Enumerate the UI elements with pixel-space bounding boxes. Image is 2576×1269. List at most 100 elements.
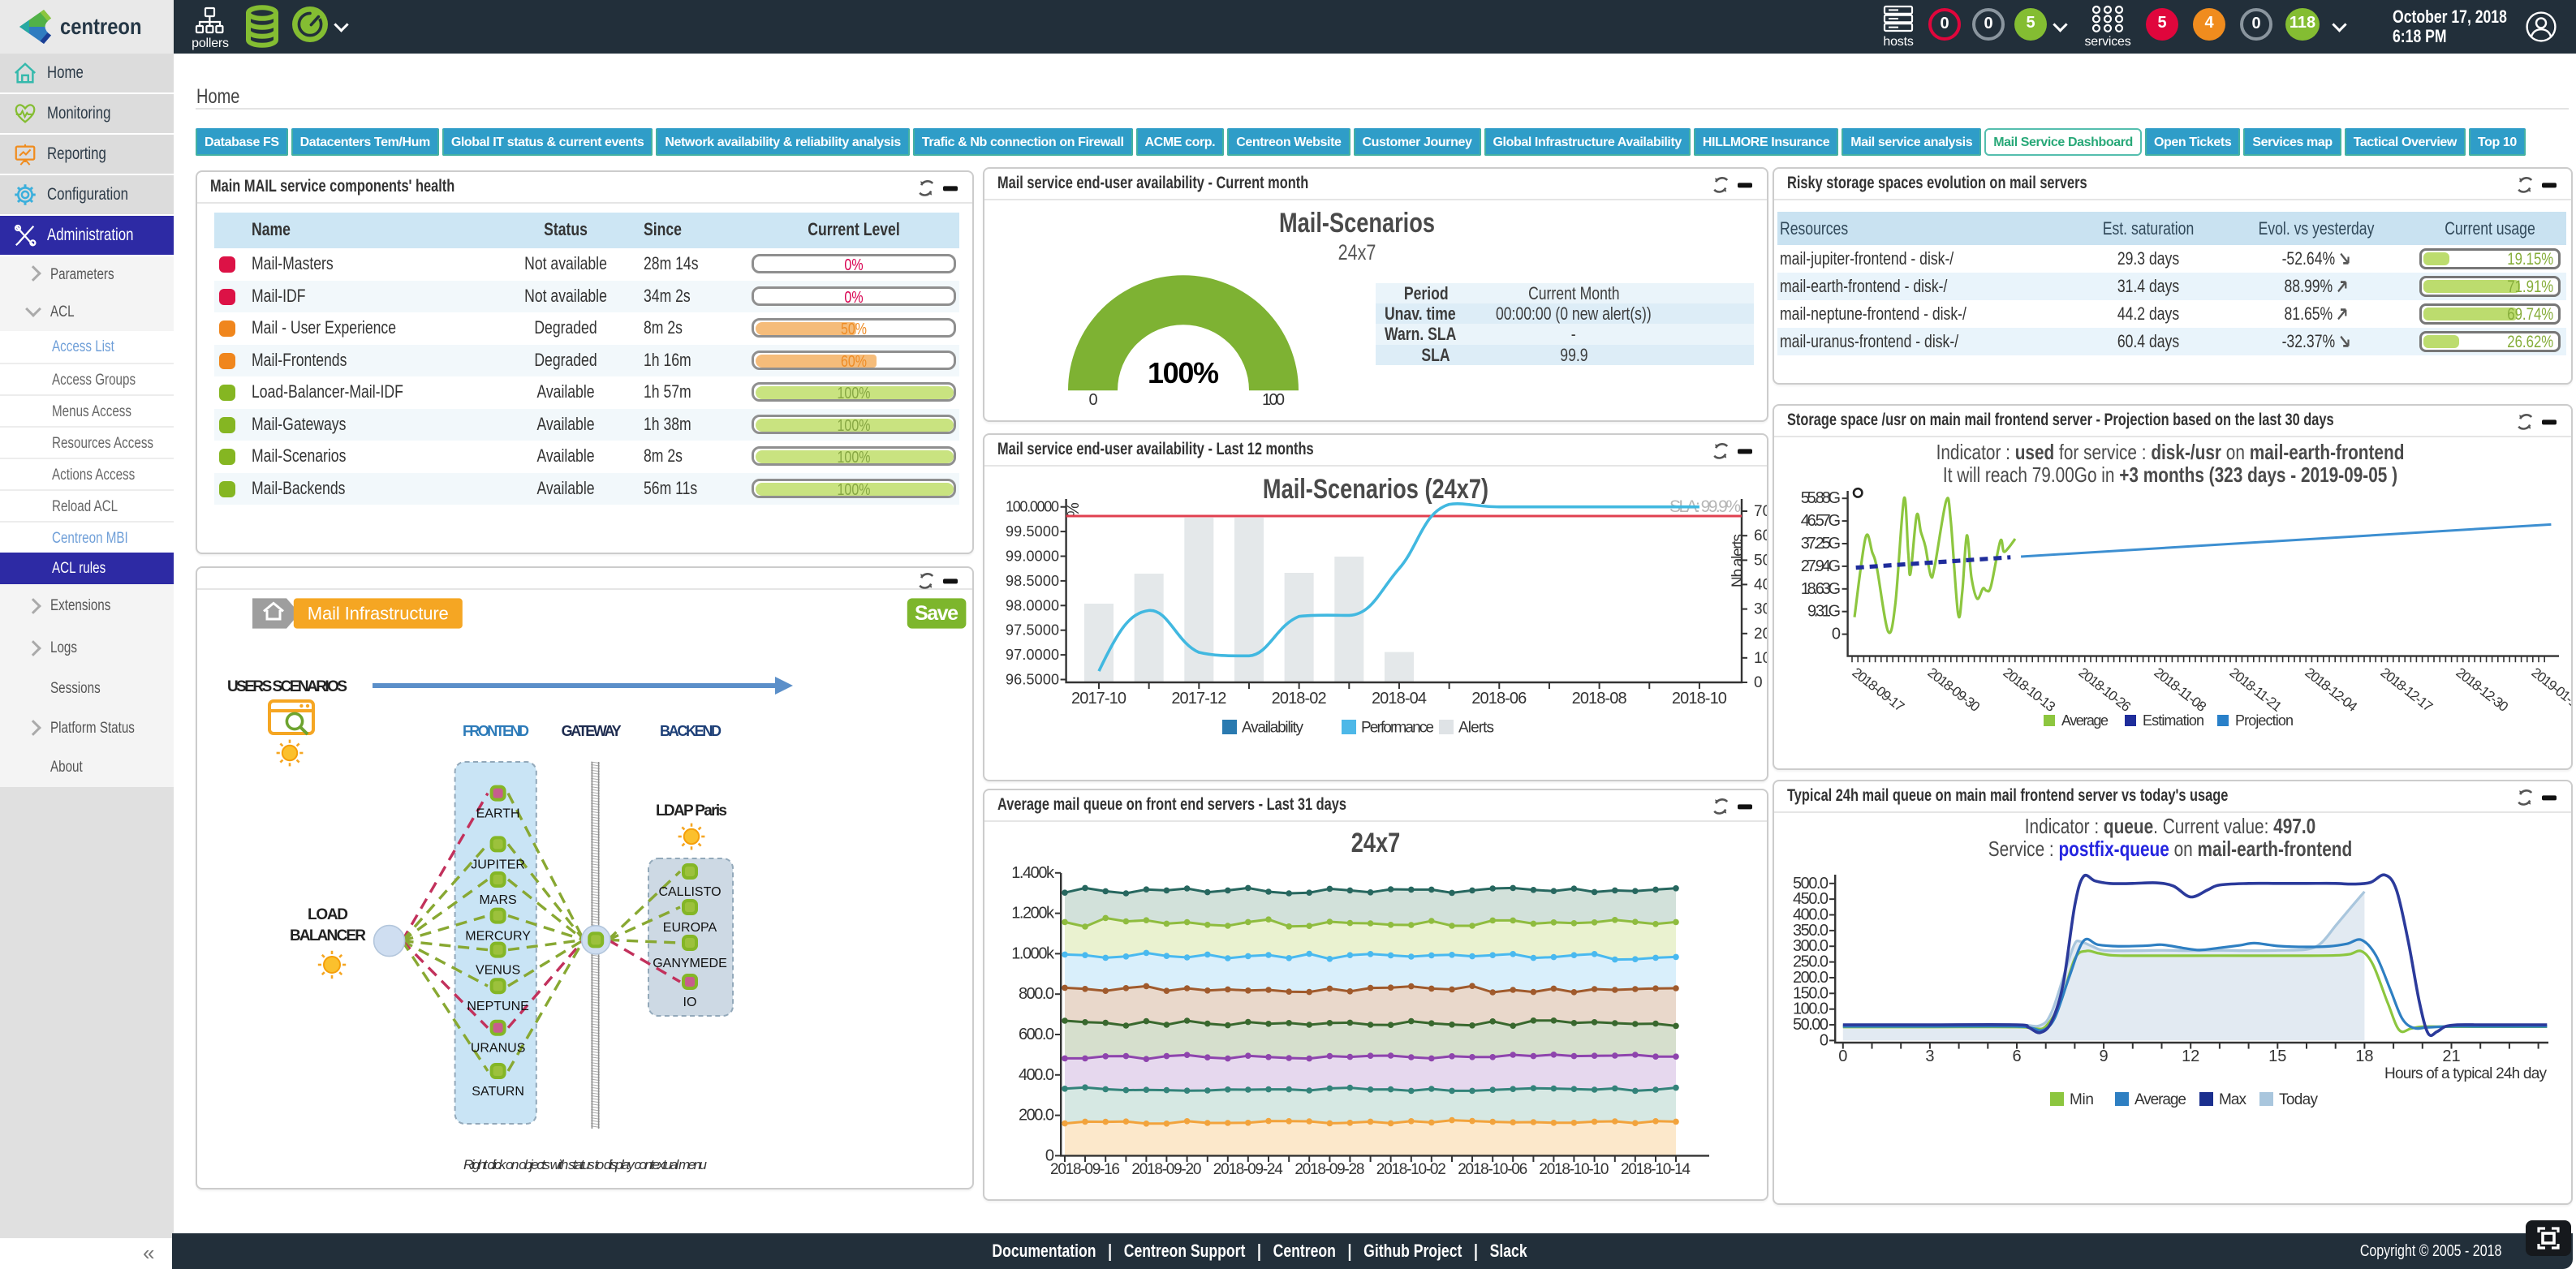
svg-text:200.0: 200.0: [1793, 969, 1829, 987]
svg-text:Availability: Availability: [1242, 720, 1304, 737]
svg-text:BALANCER: BALANCER: [290, 927, 366, 944]
svg-text:1.400k: 1.400k: [1011, 864, 1055, 882]
svg-text:500.0: 500.0: [1793, 875, 1829, 893]
svg-text:Save: Save: [915, 602, 958, 625]
svg-text:2018-10-14: 2018-10-14: [1621, 1161, 1691, 1178]
svg-text:50.00: 50.00: [1793, 1016, 1829, 1034]
svg-text:30: 30: [1754, 601, 1767, 618]
svg-text:GATEWAY: GATEWAY: [562, 723, 622, 739]
svg-text:2018-09-30: 2018-09-30: [1925, 665, 1984, 715]
svg-text:MARS: MARS: [479, 893, 516, 907]
svg-text:GANYMEDE: GANYMEDE: [653, 957, 727, 970]
svg-text:2018-10-06: 2018-10-06: [1458, 1161, 1527, 1178]
svg-text:250.0: 250.0: [1793, 953, 1829, 971]
svg-text:0: 0: [1838, 1047, 1847, 1065]
svg-text:18.63G: 18.63G: [1801, 580, 1841, 598]
svg-text:2018-09-20: 2018-09-20: [1131, 1161, 1201, 1178]
svg-text:1.000k: 1.000k: [1011, 944, 1055, 962]
svg-text:2018-10-02: 2018-10-02: [1376, 1161, 1446, 1178]
svg-text:70: 70: [1754, 503, 1767, 520]
svg-text:BACKEND: BACKEND: [660, 723, 722, 739]
svg-text:0: 0: [1832, 626, 1841, 643]
svg-text:VENUS: VENUS: [476, 964, 520, 978]
svg-text:2019-01-12: 2019-01-12: [2529, 665, 2573, 715]
svg-text:800.0: 800.0: [1019, 985, 1054, 1003]
svg-text:3: 3: [1925, 1047, 1934, 1065]
svg-text:0: 0: [1088, 391, 1097, 409]
svg-text:2018-08: 2018-08: [1572, 690, 1627, 708]
svg-text:Min: Min: [2070, 1091, 2094, 1108]
svg-text:600.0: 600.0: [1019, 1026, 1054, 1043]
svg-text:2018-11-21: 2018-11-21: [2227, 665, 2285, 715]
svg-text:10: 10: [1754, 650, 1767, 667]
svg-text:99.5000: 99.5000: [1006, 523, 1059, 540]
svg-text:2018-12-30: 2018-12-30: [2453, 665, 2512, 715]
svg-text:Hours of a typical 24h day: Hours of a typical 24h day: [2384, 1065, 2548, 1082]
svg-text:50: 50: [1754, 552, 1767, 569]
svg-text:2018-09-24: 2018-09-24: [1213, 1161, 1283, 1178]
svg-text:97.5000: 97.5000: [1006, 622, 1059, 639]
svg-text:2018-06: 2018-06: [1471, 690, 1527, 708]
svg-text:2018-10-10: 2018-10-10: [1539, 1161, 1609, 1178]
svg-text:Projection: Projection: [2235, 712, 2294, 729]
svg-text:SLA: 99.9%: SLA: 99.9%: [1669, 497, 1741, 516]
svg-text:1.200k: 1.200k: [1011, 905, 1055, 923]
svg-text:EUROPA: EUROPA: [663, 921, 717, 935]
svg-text:98.0000: 98.0000: [1006, 597, 1059, 613]
svg-text:Estimation: Estimation: [2143, 712, 2204, 729]
svg-text:27.94G: 27.94G: [1801, 557, 1841, 575]
svg-text:2018-10: 2018-10: [1672, 690, 1727, 708]
svg-text:Mail Infrastructure: Mail Infrastructure: [308, 603, 449, 623]
svg-text:98.5000: 98.5000: [1006, 573, 1059, 589]
svg-text:0: 0: [1754, 674, 1763, 691]
svg-text:EARTH: EARTH: [476, 807, 520, 821]
svg-text:100%: 100%: [1148, 356, 1219, 389]
svg-text:0: 0: [1820, 1031, 1829, 1049]
svg-text:MERCURY: MERCURY: [465, 930, 531, 944]
svg-text:96.5000: 96.5000: [1006, 672, 1059, 688]
svg-text:NEPTUNE: NEPTUNE: [467, 1000, 528, 1013]
svg-text:450.0: 450.0: [1793, 890, 1829, 908]
svg-text:18: 18: [2355, 1047, 2373, 1065]
svg-text:300.0: 300.0: [1793, 937, 1829, 955]
svg-text:400.0: 400.0: [1793, 906, 1829, 924]
svg-text:6: 6: [2012, 1047, 2021, 1065]
svg-text:2018-12-04: 2018-12-04: [2302, 665, 2361, 715]
svg-text:400.0: 400.0: [1019, 1066, 1054, 1084]
svg-text:20: 20: [1754, 626, 1767, 643]
svg-text:Today: Today: [2279, 1091, 2319, 1108]
svg-text:55.88G: 55.88G: [1801, 489, 1841, 507]
svg-text:60: 60: [1754, 527, 1767, 544]
svg-text:100: 100: [1262, 391, 1285, 409]
svg-text:350.0: 350.0: [1793, 922, 1829, 940]
svg-text:150.0: 150.0: [1793, 984, 1829, 1002]
svg-text:2018-04: 2018-04: [1372, 690, 1427, 708]
svg-text:SATURN: SATURN: [472, 1085, 524, 1099]
svg-text:9: 9: [2100, 1047, 2109, 1065]
svg-text:JUPITER: JUPITER: [471, 858, 525, 871]
svg-text:21: 21: [2442, 1047, 2460, 1065]
svg-text:LOAD: LOAD: [308, 906, 348, 923]
svg-text:2018-09-28: 2018-09-28: [1294, 1161, 1364, 1178]
svg-text:Average: Average: [2134, 1091, 2186, 1108]
svg-text:9.31G: 9.31G: [1807, 603, 1841, 621]
svg-text:Alerts: Alerts: [1458, 720, 1494, 737]
svg-text:Right click on objects with st: Right click on objects with status to di…: [463, 1157, 708, 1172]
svg-text:Average: Average: [2061, 712, 2109, 729]
svg-text:0: 0: [1045, 1146, 1054, 1164]
svg-text:100.0000: 100.0000: [1006, 499, 1059, 515]
svg-text:200.0: 200.0: [1019, 1107, 1054, 1125]
svg-text:2018-12-17: 2018-12-17: [2378, 665, 2436, 715]
svg-text:2018-09-16: 2018-09-16: [1050, 1161, 1120, 1178]
svg-text:IO: IO: [683, 996, 697, 1009]
svg-text:12: 12: [2182, 1047, 2199, 1065]
svg-text:Max: Max: [2219, 1091, 2247, 1108]
svg-text:2018-10-26: 2018-10-26: [2076, 665, 2134, 715]
svg-text:2018-11-08: 2018-11-08: [2152, 665, 2210, 715]
svg-text:Nb alerts: Nb alerts: [1730, 534, 1747, 587]
svg-text:2018-02: 2018-02: [1272, 690, 1327, 708]
svg-text:37.25G: 37.25G: [1801, 535, 1841, 553]
svg-text:LDAP Paris: LDAP Paris: [656, 802, 727, 819]
svg-text:15: 15: [2268, 1047, 2286, 1065]
svg-text:2017-10: 2017-10: [1071, 690, 1126, 708]
